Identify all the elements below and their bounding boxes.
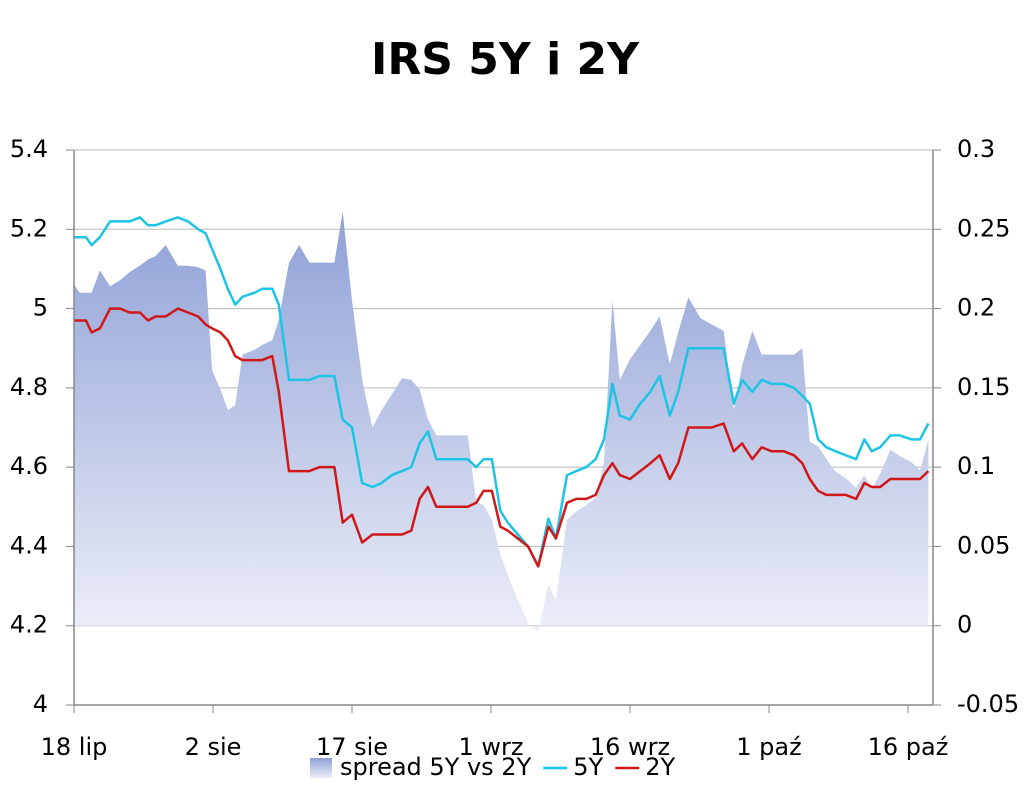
y2-tick-label: 0.1 xyxy=(957,452,995,480)
y-tick-label: 4.6 xyxy=(10,452,48,480)
y-tick-label: 4.8 xyxy=(10,373,48,401)
y2-tick-label: -0.05 xyxy=(957,690,1019,718)
legend-label: 5Y xyxy=(573,753,603,781)
y-tick-label: 5.2 xyxy=(10,214,48,242)
y-tick-label: 5 xyxy=(33,294,48,322)
y-tick-label: 4.4 xyxy=(10,531,48,559)
x-tick-label: 18 lip xyxy=(41,733,108,761)
x-tick-label: 16 wrz xyxy=(590,733,670,761)
area xyxy=(74,211,929,633)
y2-tick-label: 0.25 xyxy=(957,214,1010,242)
y2-tick-label: 0.15 xyxy=(957,373,1010,401)
x-tick-label: 16 paź xyxy=(868,733,949,761)
legend-swatch xyxy=(310,758,332,778)
y2-tick-label: 0.3 xyxy=(957,135,995,163)
x-tick-label: 17 sie xyxy=(316,733,388,761)
x-tick-label: 2 sie xyxy=(185,733,242,761)
legend-label: spread 5Y vs 2Y xyxy=(340,753,532,781)
legend-label: 2Y xyxy=(645,753,675,781)
line xyxy=(74,216,930,568)
y2-tick-label: 0 xyxy=(957,611,972,639)
x-tick-label: 1 wrz xyxy=(458,733,523,761)
x-tick-label: 1 paź xyxy=(736,733,801,761)
chart-title: IRS 5Y i 2Y xyxy=(371,34,640,85)
y-tick-label: 4.2 xyxy=(10,611,48,639)
y-tick-label: 4 xyxy=(33,690,48,718)
y-tick-label: 5.4 xyxy=(10,135,48,163)
line xyxy=(74,307,930,568)
y2-tick-label: 0.2 xyxy=(957,294,995,322)
y2-tick-label: 0.05 xyxy=(957,531,1010,559)
